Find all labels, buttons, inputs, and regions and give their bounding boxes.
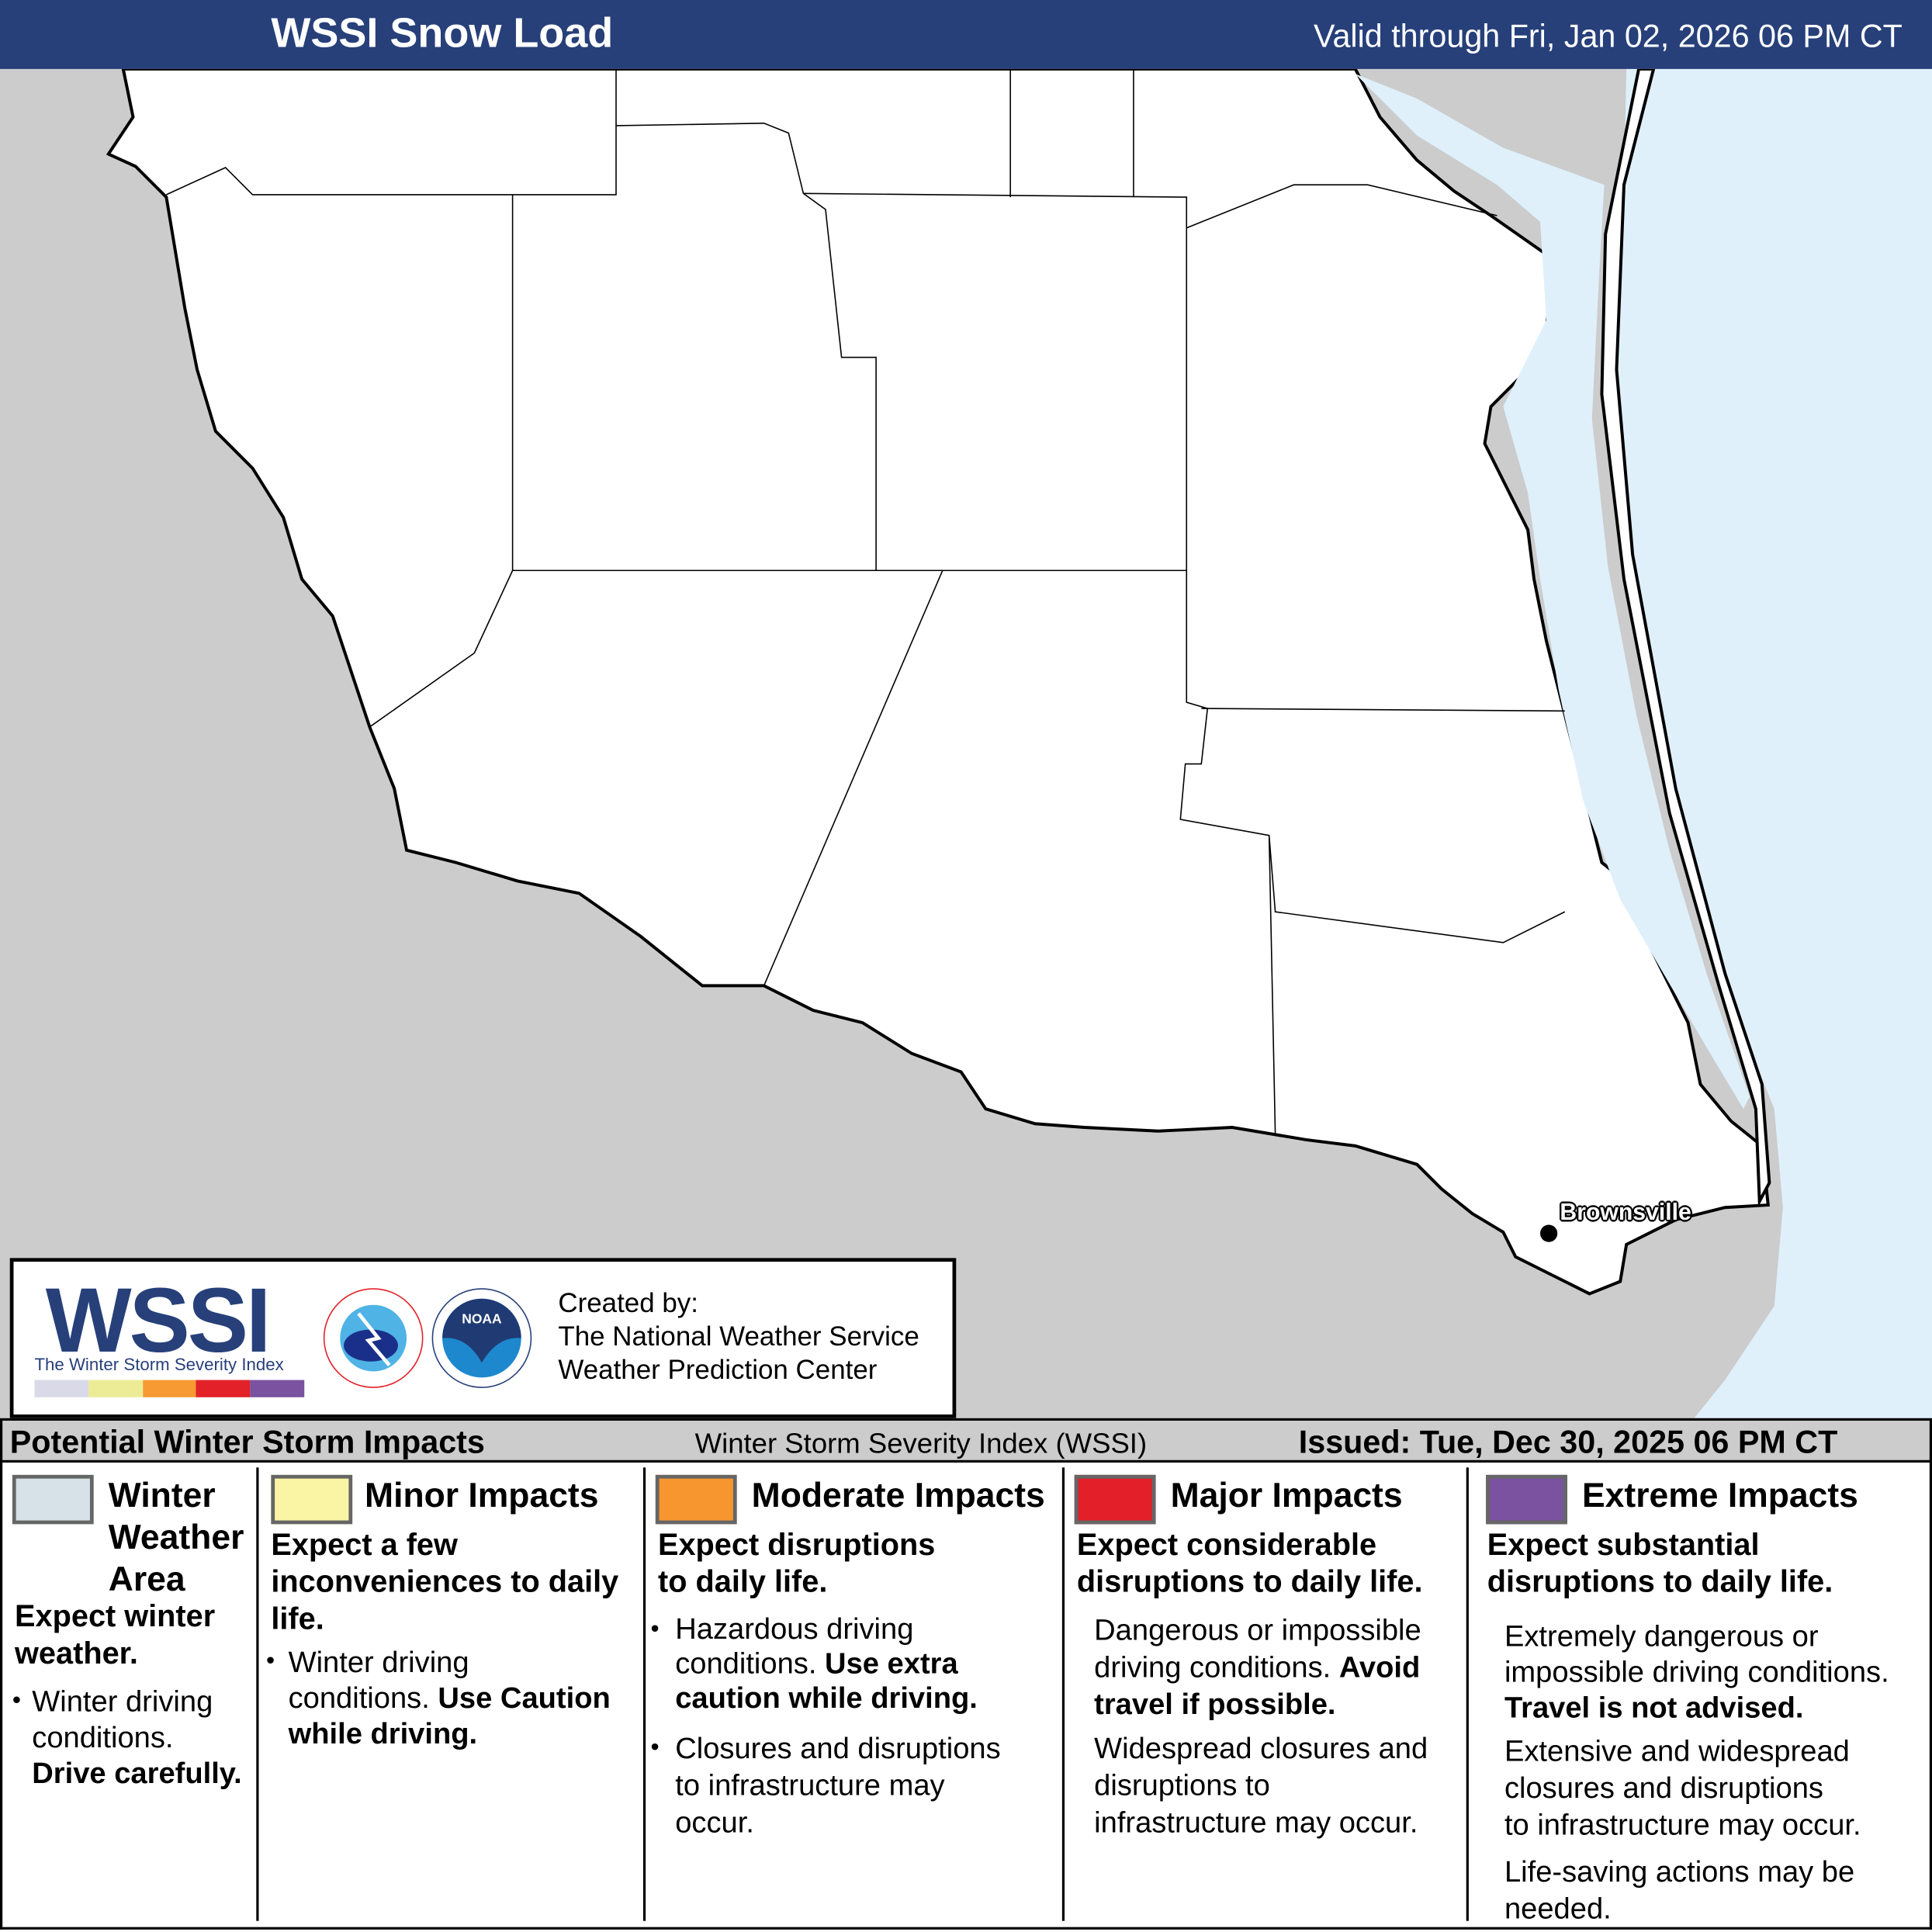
legend-subtitle-minor: Expect a few inconveniences to daily life. xyxy=(271,1528,619,1636)
legend-subtitle-extreme: Expect substantial disruptions to daily l… xyxy=(1487,1528,1833,1600)
legend-title-moderate: Moderate Impacts xyxy=(751,1476,1045,1515)
wssi-color-bar xyxy=(34,1380,305,1397)
texas-land xyxy=(106,68,1770,1296)
county-lines xyxy=(166,68,1566,1134)
legend-text-major-1: Dangerous or impossible driving condition… xyxy=(1094,1614,1421,1722)
legend-title-winter: Winter Weather Area xyxy=(108,1476,244,1598)
swatch-minor xyxy=(271,1474,353,1525)
legend-text-extreme-2: Extensive and widespread closures and dis… xyxy=(1504,1734,1861,1843)
legend-header: Potential Winter Storm Impacts Winter St… xyxy=(0,1418,1932,1463)
swatch-major xyxy=(1074,1474,1156,1525)
legend-moderate-impacts: Moderate Impacts Expect disruptions to da… xyxy=(646,1463,1062,1925)
wssi-logo-subtitle: The Winter Storm Severity Index xyxy=(34,1354,284,1374)
legend-text-major-2: Widespread closures and disruptions to inf… xyxy=(1094,1732,1428,1840)
city-label-brownsville: Brownsville xyxy=(1560,1200,1691,1227)
credit-line-3: Weather Prediction Center xyxy=(558,1354,878,1385)
brownsville-marker xyxy=(1540,1224,1558,1242)
map xyxy=(0,68,1932,1418)
credit-line-2: The National Weather Service xyxy=(558,1321,919,1352)
legend-body: Winter Weather Area Expect winter weather. … xyxy=(0,1462,1932,1930)
map-title: WSSI Snow Load xyxy=(271,9,614,57)
valid-time: Valid through Fri, Jan 02, 2026 06 PM CT xyxy=(1313,17,1903,54)
swatch-extreme xyxy=(1486,1474,1567,1525)
legend-extreme-impacts: Extreme Impacts Expect substantial disrup… xyxy=(1469,1463,1930,1927)
header-bar: WSSI Snow Load Valid through Fri, Jan 02… xyxy=(0,0,1932,69)
legend-subtitle-winter: Expect winter weather. xyxy=(15,1599,216,1671)
legend-text-extreme-3: Life-saving actions may be needed. xyxy=(1504,1855,1855,1927)
barrier-island xyxy=(1600,68,1771,1207)
credit-line-1: Created by: xyxy=(558,1287,698,1319)
legend-text-minor: Winter driving conditions. Use Caution whi… xyxy=(288,1646,611,1751)
issued-time: Issued: Tue, Dec 30, 2025 06 PM CT xyxy=(1298,1423,1838,1460)
legend-subtitle-major: Expect considerable disruptions to daily … xyxy=(1076,1528,1423,1600)
gulf-water xyxy=(1616,68,1932,1418)
wssi-logo: WSSI xyxy=(45,1269,272,1372)
legend-title-extreme: Extreme Impacts xyxy=(1582,1476,1858,1515)
legend-major-impacts: Major Impacts Expect considerable disrupt… xyxy=(1065,1463,1466,1925)
legend-text-winter: Winter driving conditions. Drive carefully… xyxy=(32,1685,242,1791)
credit-text: Created by: The National Weather Service… xyxy=(558,1286,919,1387)
legend-text-moderate-2: Closures and disruptions to infrastructur… xyxy=(675,1732,1001,1840)
legend-text-extreme-1: Extremely dangerous or impossible driving… xyxy=(1504,1620,1889,1726)
legend-title-minor: Minor Impacts xyxy=(365,1476,599,1515)
legend-index-name: Winter Storm Severity Index (WSSI) xyxy=(694,1426,1148,1459)
swatch-moderate xyxy=(655,1474,737,1525)
swatch-winter xyxy=(12,1474,94,1525)
noaa-logo-icon: NOAA xyxy=(431,1288,532,1388)
svg-text:NOAA: NOAA xyxy=(462,1311,502,1327)
legend-subtitle-moderate: Expect disruptions to daily life. xyxy=(657,1528,936,1600)
laguna-madre xyxy=(1355,74,1750,1110)
legend-winter-weather-area: Winter Weather Area Expect winter weather. … xyxy=(12,1474,244,1791)
legend-title: Potential Winter Storm Impacts xyxy=(9,1423,485,1460)
credits-box: WSSI The Winter Storm Severity Index NOA… xyxy=(9,1258,957,1418)
legend-text-moderate-1: Hazardous driving conditions. Use extra ca… xyxy=(675,1612,978,1716)
legend-title-major: Major Impacts xyxy=(1170,1476,1403,1515)
legend-minor-impacts: Minor Impacts Expect a few inconveniences… xyxy=(266,1474,619,1751)
nws-logo-icon xyxy=(323,1288,424,1388)
